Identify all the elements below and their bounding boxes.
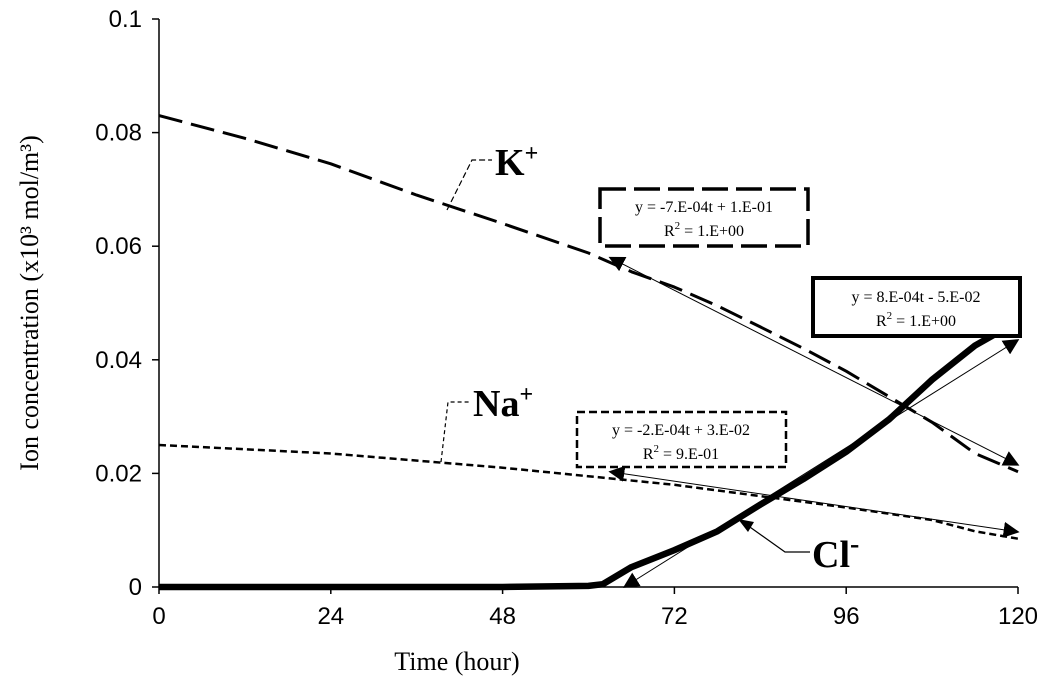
r-squared-k: R2 = 1.E+00 xyxy=(664,220,744,240)
x-tick-label: 48 xyxy=(489,603,516,630)
r-squared-cl-exponent: 2 xyxy=(887,310,893,322)
r-squared-k-exponent: 2 xyxy=(675,220,681,232)
x-tick-label: 120 xyxy=(998,603,1038,630)
y-axis-title: Ion concentration (x10³ mol/m³) xyxy=(15,135,44,470)
y-tick-label: 0 xyxy=(129,574,142,601)
equation-box-k: y = -7.E-04t + 1.E-01 R2 = 1.E+00 xyxy=(598,187,810,248)
equation-box-cl: y = 8.E-04t - 5.E-02 R2 = 1.E+00 xyxy=(811,276,1022,338)
trendline-cl xyxy=(622,339,1020,588)
leader-arrowhead-cl xyxy=(738,519,754,532)
x-tick-label: 24 xyxy=(317,603,344,630)
y-tick-label: 0.08 xyxy=(95,120,142,147)
x-tick-label: 0 xyxy=(152,603,165,630)
y-tick-label: 0.02 xyxy=(95,460,142,487)
y-tick-label: 0.04 xyxy=(95,347,142,374)
label-cl-charge: - xyxy=(850,529,859,560)
r-squared-na-exponent: 2 xyxy=(654,443,660,455)
r-squared-na-symbol: R xyxy=(643,446,654,463)
equation-box-na-frame xyxy=(575,410,788,469)
r-squared-k-value: = 1.E+00 xyxy=(680,223,744,240)
y-ticks: 0 0.02 0.04 0.06 0.08 0.1 xyxy=(95,6,159,601)
x-axis-title: Time (hour) xyxy=(394,647,519,676)
r-squared-na-value: = 9.E-01 xyxy=(659,446,719,463)
leader-line-na xyxy=(440,401,470,463)
x-tick-label: 96 xyxy=(833,603,860,630)
label-na-charge: + xyxy=(519,382,533,408)
series-layer xyxy=(158,114,1020,591)
label-k-text: K+ xyxy=(495,141,538,184)
y-tick-label: 0.1 xyxy=(109,6,142,33)
label-k-charge: + xyxy=(525,141,539,167)
r-squared-cl: R2 = 1.E+00 xyxy=(876,310,956,330)
leader-line-k xyxy=(446,159,492,211)
label-cl-text: Cl- xyxy=(812,529,859,576)
leader-line-cl xyxy=(739,519,810,553)
equation-na: y = -2.E-04t + 3.E-02 xyxy=(612,422,750,439)
r-squared-na: R2 = 9.E-01 xyxy=(643,443,719,463)
trendline-na xyxy=(608,465,1020,538)
trendline-layer xyxy=(608,256,1020,588)
equation-box-cl-frame xyxy=(811,276,1022,338)
label-na-text: Na+ xyxy=(473,382,533,425)
y-tick-label: 0.06 xyxy=(95,233,142,260)
r-squared-cl-value: = 1.E+00 xyxy=(892,313,956,330)
label-k-symbol: K xyxy=(495,142,525,184)
equation-cl: y = 8.E-04t - 5.E-02 xyxy=(852,289,981,306)
label-cl-symbol: Cl xyxy=(812,534,850,576)
label-cl: Cl- xyxy=(738,519,859,576)
label-na-symbol: Na xyxy=(473,383,519,425)
equation-box-na: y = -2.E-04t + 3.E-02 R2 = 9.E-01 xyxy=(575,410,788,469)
label-na: Na+ xyxy=(440,382,533,463)
x-tick-label: 72 xyxy=(661,603,688,630)
r-squared-cl-symbol: R xyxy=(876,313,887,330)
r-squared-k-symbol: R xyxy=(664,223,675,240)
equation-box-k-frame xyxy=(598,187,810,248)
x-ticks: 0 24 48 72 96 120 xyxy=(152,587,1038,630)
label-k: K+ xyxy=(446,141,538,211)
equation-k: y = -7.E-04t + 1.E-01 xyxy=(635,199,773,216)
